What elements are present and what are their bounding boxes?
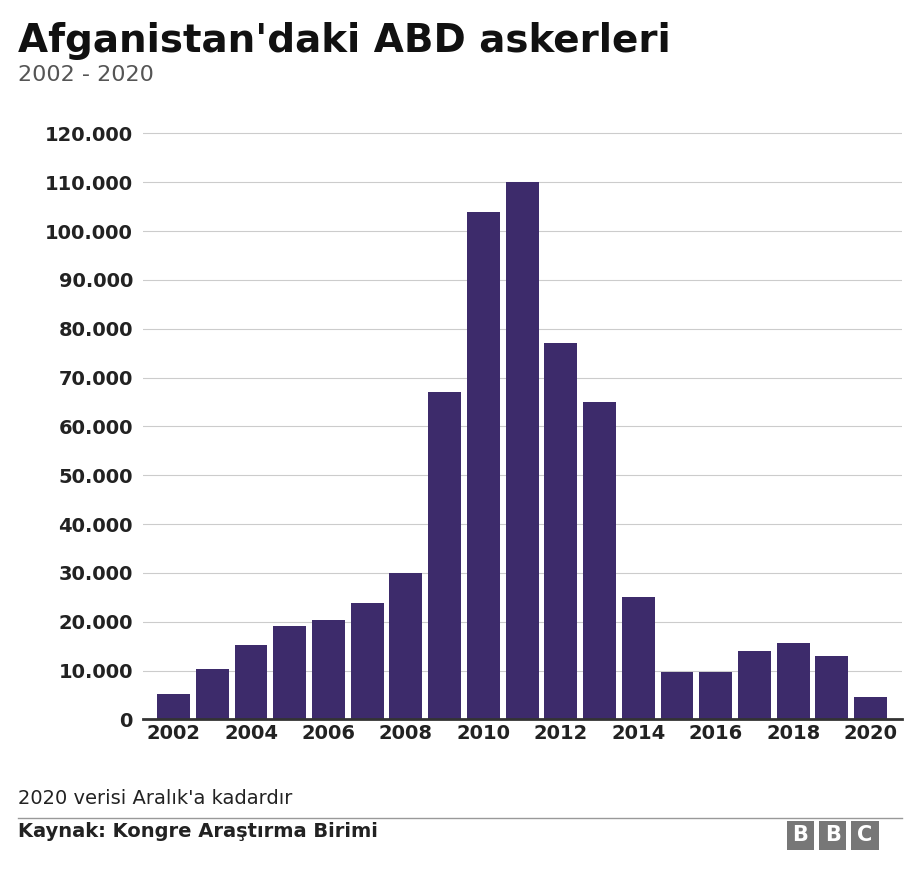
Bar bbox=[737, 651, 770, 719]
Bar bbox=[467, 212, 499, 719]
Text: B: B bbox=[823, 826, 840, 845]
Bar bbox=[583, 402, 616, 719]
Bar bbox=[350, 603, 383, 719]
Bar bbox=[621, 597, 654, 719]
Bar bbox=[312, 620, 345, 719]
Bar bbox=[196, 669, 229, 719]
Bar bbox=[389, 573, 422, 719]
Bar bbox=[660, 671, 693, 719]
Bar bbox=[853, 698, 886, 719]
Bar bbox=[814, 656, 847, 719]
Text: 2002 - 2020: 2002 - 2020 bbox=[18, 65, 154, 85]
Text: B: B bbox=[791, 826, 808, 845]
Bar bbox=[698, 671, 732, 719]
Bar bbox=[273, 626, 306, 719]
Text: Afganistan'daki ABD askerleri: Afganistan'daki ABD askerleri bbox=[18, 22, 671, 60]
Bar bbox=[505, 182, 538, 719]
Text: 2020 verisi Aralık'a kadardır: 2020 verisi Aralık'a kadardır bbox=[18, 789, 292, 808]
Bar bbox=[544, 344, 576, 719]
Bar bbox=[776, 643, 809, 719]
Bar bbox=[427, 392, 460, 719]
Bar bbox=[157, 694, 190, 719]
Text: C: C bbox=[857, 826, 871, 845]
Bar bbox=[234, 645, 267, 719]
Text: Kaynak: Kongre Araştırma Birimi: Kaynak: Kongre Araştırma Birimi bbox=[18, 822, 378, 841]
